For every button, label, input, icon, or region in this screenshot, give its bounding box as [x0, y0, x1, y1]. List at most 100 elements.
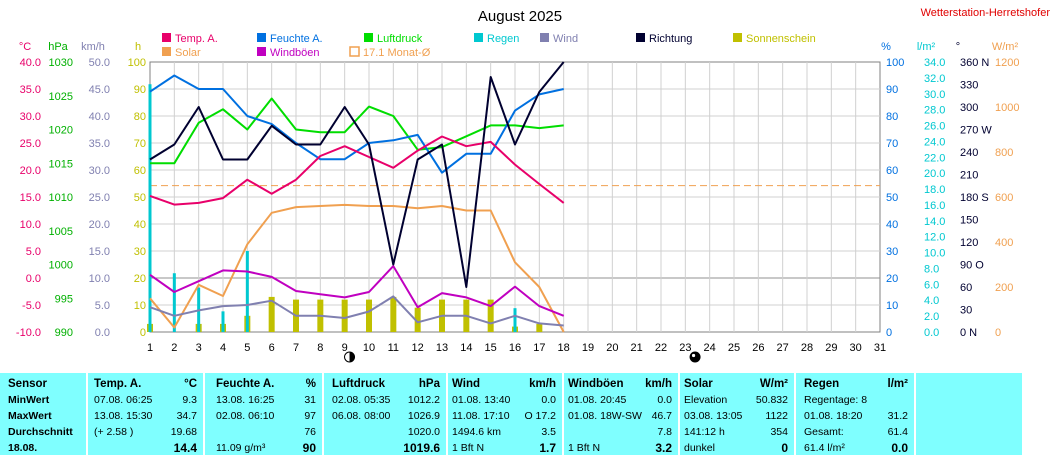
pressure-tick-label: 1015 [49, 158, 73, 170]
rain-tick-label: 12.0 [924, 232, 945, 244]
legend-swatch [636, 33, 645, 42]
temp-tick-label: 30.0 [20, 111, 41, 123]
wind-stats-row-label: 1494.6 km [452, 426, 502, 438]
x-tick-label: 21 [631, 342, 643, 354]
pressure-tick-label: 995 [55, 293, 73, 305]
rain-tick-label: 34.0 [924, 57, 945, 69]
rain-bar [221, 311, 225, 332]
sunshine-bar [268, 296, 275, 332]
hours-tick-label: 70 [134, 138, 146, 150]
rain-stats-row-label: 01.08. 18:20 [804, 410, 863, 422]
solar-stats-row-value: 0 [781, 441, 788, 455]
hours-tick-label: 90 [134, 84, 146, 96]
axis-unit-label: km/h [81, 41, 105, 53]
hours-tick-label: 40 [134, 219, 146, 231]
humidity-stats-row-label: 11.09 g/m³ [216, 442, 266, 454]
x-tick-label: 8 [317, 342, 323, 354]
gusts-stats-row-value: 46.7 [651, 410, 672, 422]
x-tick-label: 11 [388, 342, 399, 354]
humidity-stats-unit: % [305, 378, 316, 390]
axis-unit-label: l/m² [917, 41, 936, 53]
x-tick-label: 2 [171, 342, 177, 354]
rain-bar [148, 84, 152, 332]
station-name: Wetterstation-Herretshofer [921, 7, 1051, 19]
pressure-tick-label: 1020 [49, 125, 73, 137]
x-tick-label: 4 [220, 342, 226, 354]
hours-tick-label: 100 [128, 57, 146, 69]
legend-label: Sonnenschein [746, 33, 816, 45]
pressure-stats-row-value: 1026.9 [407, 410, 440, 422]
temp-stats-unit: °C [184, 378, 197, 390]
series-line-tempa [149, 135, 565, 206]
humidity-tick-label: 10 [886, 300, 898, 312]
wind-tick-label: 5.0 [95, 300, 110, 312]
solar-stats-row-label: Elevation [684, 394, 728, 406]
x-tick-label: 16 [509, 342, 521, 354]
legend-swatch [257, 33, 266, 42]
solar-tick-label: 1200 [995, 57, 1019, 69]
x-tick-label: 12 [412, 342, 424, 354]
humidity-tick-label: 60 [886, 165, 898, 177]
rain-tick-label: 10.0 [924, 248, 945, 260]
humidity-tick-label: 50 [886, 192, 898, 204]
solar-stats-row-label: dunkel [684, 442, 715, 454]
rain-stats-row-label: Regentage: 8 [804, 394, 868, 406]
sensor-column: Sensor MinWert MaxWert Durchschnitt 18.0… [0, 373, 86, 455]
humidity-stats-row-label: 13.08. 16:25 [216, 394, 275, 406]
pressure-tick-label: 1025 [49, 91, 73, 103]
wind-tick-label: 20.0 [89, 219, 110, 231]
wind-tick-label: 10.0 [89, 273, 110, 285]
direction-tick-label: 150 [960, 215, 978, 227]
pressure-tick-label: 1005 [49, 226, 73, 238]
sunshine-bar [536, 323, 543, 332]
temp-tick-label: 35.0 [20, 84, 41, 96]
x-tick-label: 24 [704, 342, 716, 354]
row-label-today: 18.08. [8, 442, 38, 454]
solar-tick-label: 600 [995, 192, 1013, 204]
solar-stats-column: Solar W/m² Elevation 50.832 03.08. 13:05 1122… [678, 373, 792, 455]
rain-tick-label: 8.0 [924, 263, 939, 275]
direction-tick-label: 0 N [960, 327, 977, 339]
rain-stats-row-value: 0.0 [891, 441, 908, 455]
temp-stats-row-value: 14.4 [173, 441, 197, 455]
plot-area [147, 61, 880, 333]
wind-tick-label: 0.0 [95, 327, 110, 339]
x-tick-label: 22 [655, 342, 667, 354]
pressure-tick-label: 1000 [49, 260, 73, 272]
moon-disk [689, 351, 701, 363]
wind-tick-label: 40.0 [89, 111, 110, 123]
rain-tick-label: 20.0 [924, 168, 945, 180]
wind-tick-label: 15.0 [89, 246, 110, 258]
moon-highlight [691, 353, 696, 358]
hours-tick-label: 30 [134, 246, 146, 258]
hours-tick-label: 0 [140, 327, 146, 339]
pressure-stats-row-label: 02.08. 05:35 [332, 394, 391, 406]
temp-stats-header: Temp. A. [94, 378, 142, 390]
gusts-stats-unit: km/h [645, 378, 672, 390]
chart-title: August 2025 [478, 8, 562, 25]
wind-stats-row-label: 01.08. 13:40 [452, 394, 511, 406]
sensor-header: Sensor [8, 378, 47, 390]
rain-tick-label: 28.0 [924, 105, 945, 117]
rain-bar [245, 251, 249, 332]
wind-stats-row-value: 0.0 [541, 394, 556, 406]
humidity-stats-row-label: 02.08. 06:10 [216, 410, 275, 422]
rain-tick-label: 4.0 [924, 295, 939, 307]
x-tick-label: 18 [558, 342, 570, 354]
wind-tick-label: 35.0 [89, 138, 110, 150]
rain-tick-label: 14.0 [924, 216, 945, 228]
x-tick-label: 14 [460, 342, 472, 354]
sunshine-bar [341, 299, 348, 332]
temp-tick-label: -10.0 [16, 327, 41, 339]
direction-tick-label: 120 [960, 237, 978, 249]
rain-tick-label: 16.0 [924, 200, 945, 212]
legend-swatch [364, 33, 373, 42]
full-moon-icon [689, 351, 701, 363]
wind-tick-label: 50.0 [89, 57, 110, 69]
humidity-tick-label: 70 [886, 138, 898, 150]
solar-stats-row-value: 354 [770, 426, 788, 438]
pressure-stats-column: Luftdruck hPa 02.08. 05:35 1012.2 06.08. 08:… [326, 373, 444, 455]
gusts-stats-row-value: 3.2 [655, 441, 672, 455]
temp-stats-row-label: 13.08. 15:30 [94, 410, 153, 422]
wind-tick-label: 45.0 [89, 84, 110, 96]
